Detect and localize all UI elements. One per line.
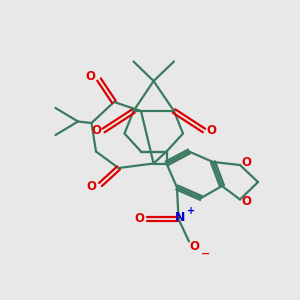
Text: O: O xyxy=(134,212,145,226)
Text: +: + xyxy=(187,206,195,216)
Text: N: N xyxy=(175,211,185,224)
Text: O: O xyxy=(85,70,95,83)
Text: O: O xyxy=(206,124,217,137)
Text: O: O xyxy=(189,240,200,254)
Text: O: O xyxy=(86,179,97,193)
Text: −: − xyxy=(201,249,210,259)
Text: O: O xyxy=(242,156,252,169)
Text: O: O xyxy=(242,195,252,208)
Text: O: O xyxy=(91,124,101,137)
